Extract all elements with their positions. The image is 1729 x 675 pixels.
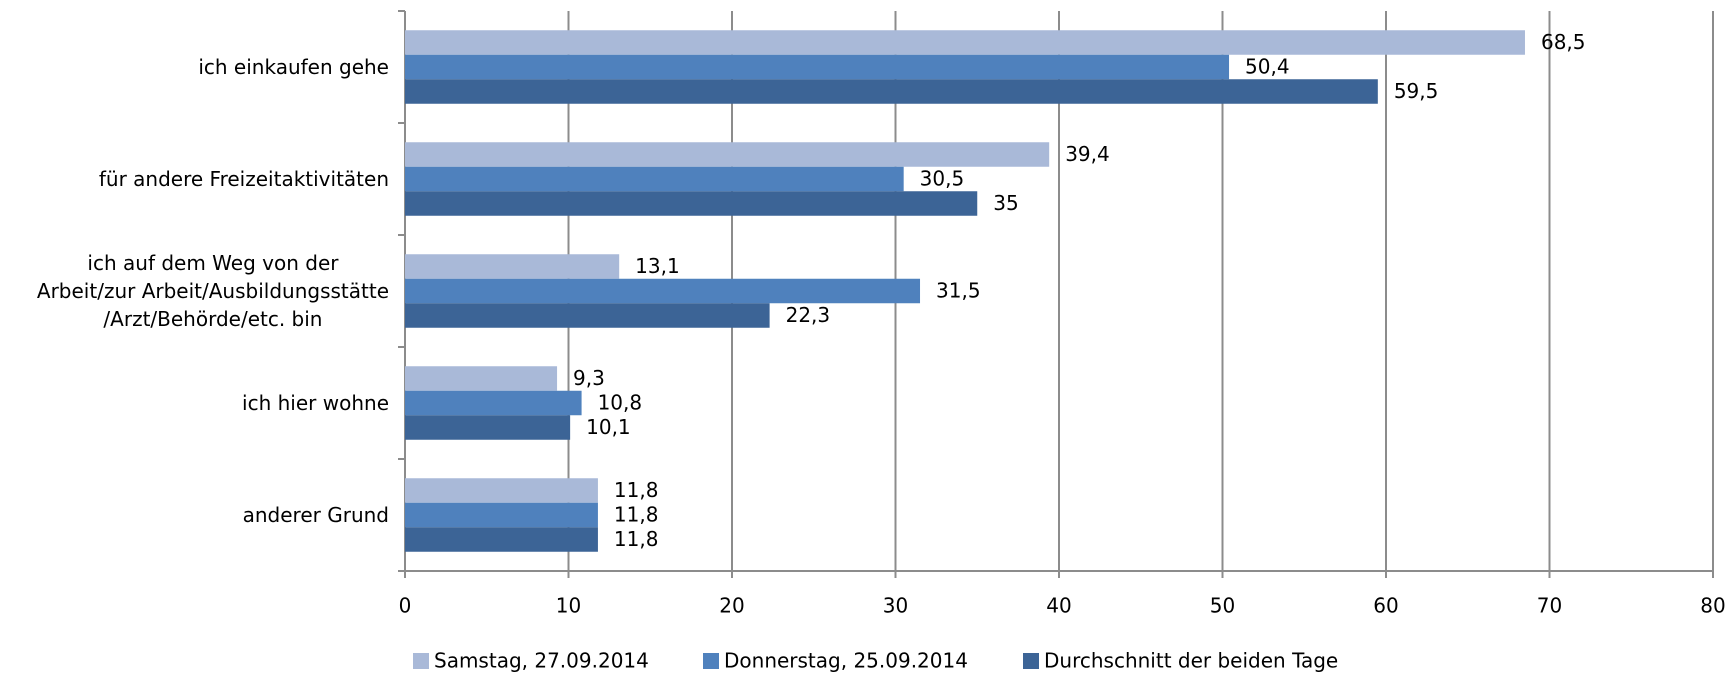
y-tick-label: anderer Grund (242, 503, 389, 527)
bar (405, 390, 582, 416)
value-label: 11,8 (614, 478, 659, 502)
bar (405, 191, 978, 216)
value-label: 35 (993, 191, 1018, 215)
value-label: 59,5 (1394, 79, 1439, 103)
legend-label: Donnerstag, 25.09.2014 (724, 649, 968, 673)
value-label: 9,3 (573, 366, 605, 390)
bar (405, 54, 1230, 80)
value-label: 39,4 (1065, 142, 1110, 166)
x-tick-label: 70 (1537, 594, 1562, 618)
legend-swatch (703, 653, 719, 669)
bar (405, 79, 1378, 104)
bar (405, 478, 598, 503)
bar (405, 366, 558, 391)
value-label: 50,4 (1245, 55, 1290, 79)
value-label: 68,5 (1541, 30, 1586, 54)
y-tick-label: ich auf dem Weg von der Arbeit/zur Arbei… (36, 251, 389, 331)
bar (405, 415, 571, 440)
x-tick-label: 80 (1700, 594, 1725, 618)
x-tick-label: 30 (883, 594, 908, 618)
bar (405, 502, 598, 528)
x-tick-label: 40 (1046, 594, 1071, 618)
x-tick-label: 50 (1210, 594, 1235, 618)
y-tick-label: für andere Freizeitaktivitäten (98, 167, 389, 191)
x-tick-label: 0 (399, 594, 412, 618)
value-label: 30,5 (920, 167, 965, 191)
x-tick-label: 60 (1373, 594, 1398, 618)
value-label: 11,8 (614, 527, 659, 551)
legend-label: Samstag, 27.09.2014 (434, 649, 649, 673)
bar (405, 254, 620, 279)
legend-swatch (413, 653, 429, 669)
legend-swatch (1023, 653, 1039, 669)
x-tick-label: 20 (719, 594, 744, 618)
bar (405, 527, 598, 552)
bar (405, 303, 770, 328)
bar (405, 278, 921, 304)
x-tick-label: 10 (556, 594, 581, 618)
bar (405, 30, 1525, 55)
bar (405, 142, 1050, 167)
value-label: 10,1 (586, 415, 631, 439)
bar (405, 166, 904, 192)
value-label: 13,1 (635, 254, 680, 278)
y-tick-label: ich hier wohne (242, 391, 389, 415)
value-label: 31,5 (936, 279, 981, 303)
y-tick-label: ich einkaufen gehe (198, 55, 389, 79)
value-label: 10,8 (598, 391, 643, 415)
value-label: 22,3 (786, 303, 831, 327)
value-label: 11,8 (614, 503, 659, 527)
legend-label: Durchschnitt der beiden Tage (1044, 649, 1338, 673)
